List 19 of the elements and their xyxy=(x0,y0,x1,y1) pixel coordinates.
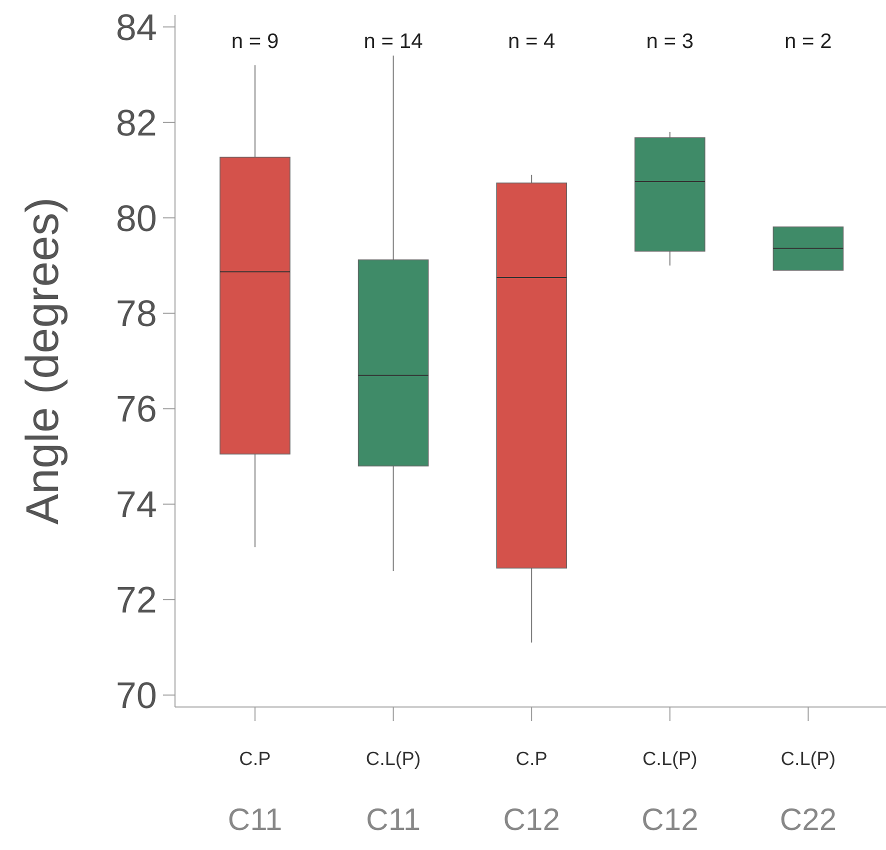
annotation: n = 2 xyxy=(784,30,832,53)
category-label: C.L(P) C22 xyxy=(780,749,837,837)
y-tick-label: 82 xyxy=(116,102,157,144)
y-tick-label: 84 xyxy=(116,6,157,48)
y-tick-label: 74 xyxy=(116,484,157,526)
y-tick-label: 72 xyxy=(116,580,157,621)
annotation: n = 3 xyxy=(646,30,694,53)
annotation: n = 4 xyxy=(508,30,556,53)
annotation: n = 14 xyxy=(364,30,424,53)
annotation: n = 9 xyxy=(231,30,279,53)
y-tick-label: 76 xyxy=(116,388,157,430)
category-label: C.L(P) C11 xyxy=(366,749,421,837)
y-axis-title: Angle (degrees) xyxy=(16,197,68,525)
y-tick-label: 78 xyxy=(116,293,157,334)
category-label: C.L(P) C12 xyxy=(641,749,698,837)
category-label: C.P C11 xyxy=(228,749,282,837)
y-tick-label: 70 xyxy=(116,675,157,716)
y-tick-label: 80 xyxy=(116,198,157,239)
category-label: C.P C12 xyxy=(503,749,560,837)
